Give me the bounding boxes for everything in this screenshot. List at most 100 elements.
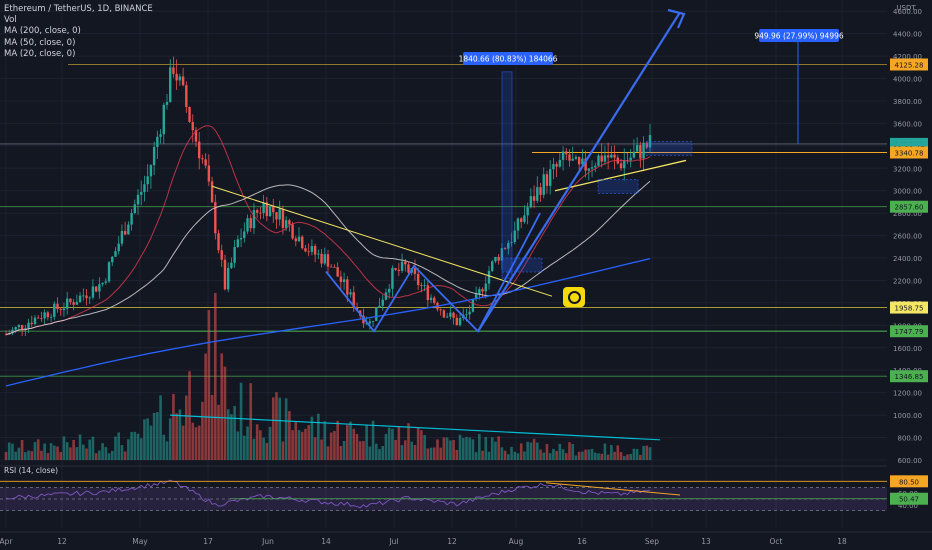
- volume-bar: [98, 450, 101, 460]
- candle-body: [94, 286, 98, 292]
- volume-bar: [555, 450, 558, 460]
- volume-bar: [11, 443, 14, 460]
- candle-body: [433, 297, 436, 303]
- candle-body: [107, 262, 111, 282]
- volume-bar: [236, 431, 240, 460]
- legend-vol[interactable]: Vol: [4, 15, 17, 26]
- double-bottom-path: [325, 212, 541, 333]
- candle-body: [317, 253, 320, 255]
- volume-bar: [445, 437, 449, 460]
- volume-bar: [268, 426, 272, 460]
- candle-body: [236, 239, 240, 248]
- candle-body: [59, 309, 62, 311]
- candle-body: [375, 307, 378, 322]
- projection-arrowhead: [667, 8, 686, 29]
- candle-body: [262, 202, 265, 214]
- volume-bar: [43, 443, 46, 460]
- volume-bar: [181, 425, 185, 460]
- candle-body: [590, 167, 594, 169]
- time-tick: Apr: [0, 537, 13, 546]
- volume-bar: [278, 397, 281, 460]
- camera-icon[interactable]: [563, 287, 585, 307]
- volume-bar: [642, 445, 645, 460]
- volume-bar: [62, 436, 66, 460]
- candle-body: [548, 169, 552, 186]
- volume-bar: [442, 437, 446, 460]
- currency-label: USDT: [896, 4, 916, 12]
- volume-bar: [339, 446, 343, 460]
- volume-bar: [458, 434, 462, 460]
- candle-body: [214, 202, 217, 234]
- legend-symbol[interactable]: Ethereum / TetherUS, 1D, BINANCE: [4, 4, 153, 14]
- volume-bar: [606, 454, 610, 460]
- candle-body: [233, 247, 236, 263]
- candle-body: [565, 151, 568, 155]
- volume-bar: [552, 448, 555, 460]
- candle-body: [507, 242, 510, 249]
- candle-body: [104, 281, 108, 283]
- candle-body: [191, 121, 194, 131]
- candle-body: [426, 285, 430, 301]
- volume-bar: [545, 443, 549, 460]
- candle-body: [574, 156, 578, 159]
- volume-bar: [323, 421, 327, 460]
- candle-body: [423, 285, 426, 287]
- candle-body: [349, 292, 352, 295]
- volume-bar: [197, 425, 201, 460]
- candle-body: [37, 317, 40, 319]
- volume-bar: [20, 439, 24, 460]
- candle-body: [98, 284, 101, 292]
- legend-ma50[interactable]: MA (50, close, 0): [4, 37, 76, 48]
- candle-body: [587, 168, 591, 171]
- volume-bar: [455, 449, 459, 460]
- candle-body: [239, 238, 243, 240]
- level-label: 1747.79: [895, 328, 924, 336]
- volume-bar: [368, 446, 372, 460]
- candle-body: [178, 76, 182, 81]
- candle-body: [400, 261, 404, 271]
- candle-body: [252, 210, 256, 229]
- candle-body: [17, 325, 21, 328]
- volume-bar: [139, 438, 143, 460]
- volume-bar: [510, 446, 513, 460]
- candle-body: [65, 298, 69, 309]
- volume-bar: [519, 443, 523, 460]
- volume-bar: [159, 395, 162, 460]
- candle-body: [101, 282, 104, 285]
- volume-bar: [81, 444, 85, 460]
- volume-bar: [349, 421, 352, 460]
- candle-body: [342, 279, 346, 282]
- candle-body: [204, 159, 207, 166]
- price-tick: 800.00: [898, 435, 923, 443]
- candle-body: [365, 323, 368, 325]
- candle-body: [445, 316, 449, 318]
- candle-body: [632, 151, 636, 158]
- candle-body: [455, 317, 458, 326]
- volume-bar: [420, 430, 423, 460]
- candle-body: [294, 238, 297, 242]
- candle-body: [571, 158, 574, 161]
- volume-bar: [529, 442, 533, 460]
- candle-body: [491, 261, 494, 271]
- level-badge: [890, 58, 928, 71]
- volume-bar: [27, 450, 30, 460]
- time-tick: Aug: [509, 537, 524, 546]
- volume-bar: [619, 452, 623, 460]
- candle-body: [243, 231, 246, 239]
- candle-body: [397, 269, 401, 271]
- legend-ma200[interactable]: MA (200, close, 0): [4, 26, 81, 37]
- time-tick: 17: [203, 537, 213, 546]
- volume-bar: [471, 439, 475, 460]
- candle-body: [27, 322, 30, 329]
- candle-body: [597, 155, 600, 166]
- candle-body: [384, 292, 388, 300]
- volume-bar: [584, 449, 587, 460]
- candle-body: [387, 288, 391, 293]
- trendline-ascending: [554, 159, 687, 192]
- price-tick: 4200.00: [893, 53, 922, 61]
- legend-ma20[interactable]: MA (20, close, 0): [4, 48, 76, 59]
- price-tick: 3200.00: [893, 165, 922, 173]
- volume-bar: [358, 441, 362, 460]
- volume-bar: [645, 445, 649, 460]
